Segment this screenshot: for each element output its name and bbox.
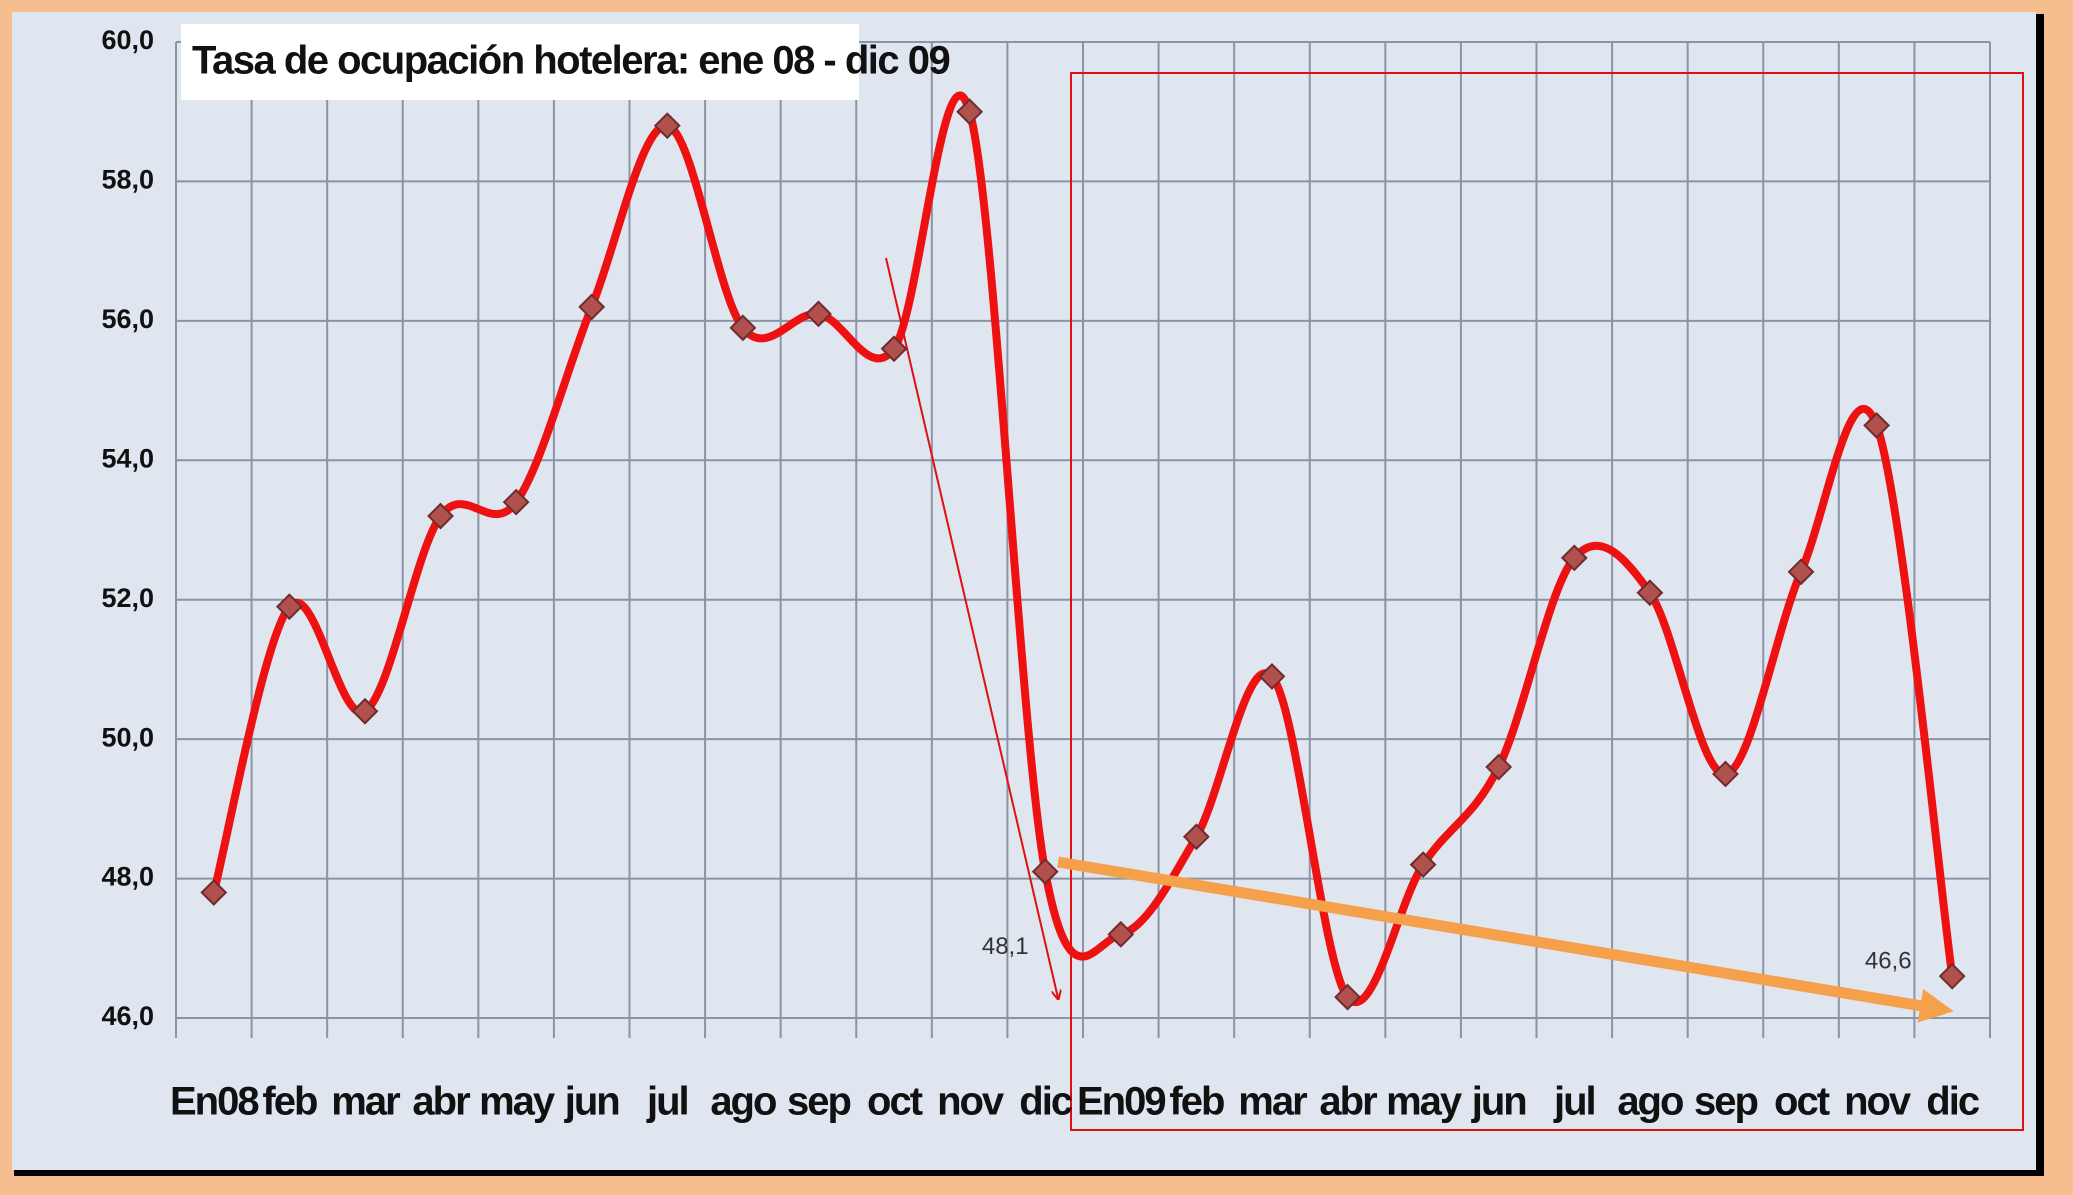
x-tick-label: jul	[1553, 1080, 1595, 1124]
x-tick-label: sep	[1694, 1080, 1757, 1124]
plot-background	[12, 12, 2036, 1170]
marker	[1485, 753, 1513, 781]
markers: 48,1 46,6	[200, 98, 1966, 1011]
x-tick-label: abr	[412, 1080, 470, 1124]
x-tick-label: jul	[646, 1080, 688, 1124]
x-tick-label: oct	[867, 1080, 923, 1124]
value-label: 46,6	[1865, 948, 1912, 975]
marker	[1560, 544, 1588, 572]
drop-arrow	[885, 257, 1058, 998]
marker	[502, 488, 530, 516]
trend-arrow	[1057, 856, 1954, 1023]
x-tick-label: feb	[262, 1080, 317, 1124]
y-tick-label: 50,0	[101, 722, 154, 752]
marker	[427, 502, 454, 530]
value-label: 48,1	[982, 933, 1029, 960]
x-tick-label: oct	[1774, 1080, 1830, 1124]
chart-title: Tasa de ocupación hotelera: ene 08 - dic…	[192, 39, 950, 83]
marker	[1107, 920, 1135, 948]
marker	[1787, 558, 1815, 586]
marker	[1334, 983, 1361, 1011]
x-tick-label: may	[1386, 1080, 1463, 1124]
marker	[729, 314, 757, 342]
x-tick-label: En09	[1077, 1080, 1165, 1124]
y-tick-label: 56,0	[101, 304, 154, 334]
marker	[653, 112, 681, 140]
marker	[1182, 823, 1210, 851]
marker	[1636, 579, 1664, 607]
x-tick-label: ago	[1617, 1080, 1683, 1124]
x-tick-label: sep	[787, 1080, 850, 1124]
y-tick-label: 48,0	[101, 862, 154, 892]
x-tick-label: may	[479, 1080, 556, 1124]
marker	[1712, 760, 1739, 788]
marker	[200, 879, 228, 906]
highlight-box	[1070, 72, 2024, 1131]
marker	[1258, 662, 1286, 690]
x-tick-label: feb	[1169, 1080, 1224, 1124]
x-tick-label: mar	[1238, 1080, 1307, 1124]
x-tick-label: nov	[1844, 1080, 1912, 1124]
y-tick-label: 46,0	[101, 1001, 154, 1031]
y-tick-label: 54,0	[101, 443, 154, 473]
marker	[956, 98, 984, 126]
y-tick-label: 58,0	[101, 165, 154, 195]
marker	[1863, 412, 1891, 439]
marker	[805, 300, 832, 328]
marker	[275, 593, 303, 621]
marker	[351, 697, 379, 725]
x-tick-label: abr	[1319, 1080, 1377, 1124]
marker	[1031, 858, 1059, 886]
marker	[880, 335, 908, 363]
x-tick-label: En08	[170, 1080, 259, 1124]
x-tick-label: dic	[1019, 1080, 1073, 1124]
x-tick-label: ago	[710, 1080, 776, 1124]
marker	[1938, 962, 1966, 990]
x-tick-label: jun	[1471, 1080, 1526, 1124]
x-tick-label: mar	[331, 1080, 400, 1124]
y-tick-label: 52,0	[101, 583, 154, 613]
marker	[1409, 851, 1437, 879]
marker	[578, 293, 606, 321]
x-tick-label: nov	[937, 1080, 1005, 1124]
x-tick-label: dic	[1926, 1080, 1980, 1124]
y-tick-label: 60,0	[101, 25, 154, 55]
x-tick-label: jun	[564, 1080, 619, 1124]
title-box	[181, 24, 859, 100]
